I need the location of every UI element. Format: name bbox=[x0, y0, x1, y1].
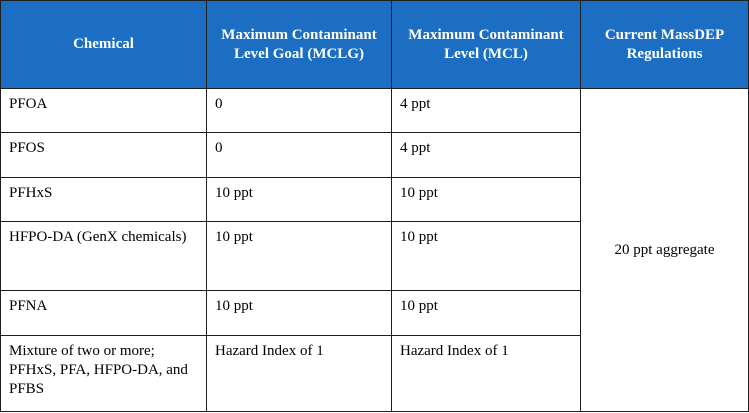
cell-mcl: 4 ppt bbox=[391, 132, 581, 178]
cell-chemical: HFPO-DA (GenX chemicals) bbox=[0, 221, 207, 292]
cell-mcl: 10 ppt bbox=[391, 290, 581, 336]
cell-mcl: Hazard Index of 1 bbox=[391, 334, 581, 413]
cell-mclg: 10 ppt bbox=[206, 221, 392, 292]
cell-mcl: 4 ppt bbox=[391, 87, 581, 134]
cell-mcl: 10 ppt bbox=[391, 221, 581, 292]
cell-chemical: PFNA bbox=[0, 290, 207, 336]
header-mcl: Maximum Contaminant Level (MCL) bbox=[391, 0, 581, 89]
cell-mcl: 10 ppt bbox=[391, 176, 581, 223]
table-row: PFOS 0 4 ppt bbox=[0, 132, 749, 178]
cell-chemical: PFOA bbox=[0, 87, 207, 134]
cell-mclg: Hazard Index of 1 bbox=[206, 334, 392, 413]
cell-mclg: 10 ppt bbox=[206, 176, 392, 223]
cell-chemical: Mixture of two or more; PFHxS, PFA, HFPO… bbox=[0, 334, 207, 413]
table-row: Mixture of two or more; PFHxS, PFA, HFPO… bbox=[0, 334, 749, 413]
cell-massdep-regulation: 20 ppt aggregate bbox=[580, 88, 749, 412]
table-row: PFOA 0 4 ppt 20 ppt aggregate bbox=[0, 87, 749, 412]
cell-mclg: 0 bbox=[206, 87, 392, 134]
header-massdep-regulations: Current MassDEP Regulations bbox=[580, 0, 749, 89]
header-mclg: Maximum Contaminant Level Goal (MCLG) bbox=[206, 0, 392, 89]
table-header-row: Chemical Maximum Contaminant Level Goal … bbox=[0, 0, 749, 89]
cell-chemical: PFHxS bbox=[0, 176, 207, 223]
header-chemical: Chemical bbox=[0, 0, 207, 89]
cell-chemical: PFOS bbox=[0, 132, 207, 178]
table-row: PFNA 10 ppt 10 ppt bbox=[0, 290, 749, 336]
table-row: PFHxS 10 ppt 10 ppt bbox=[0, 176, 749, 223]
cell-mclg: 0 bbox=[206, 132, 392, 178]
cell-mclg: 10 ppt bbox=[206, 290, 392, 336]
